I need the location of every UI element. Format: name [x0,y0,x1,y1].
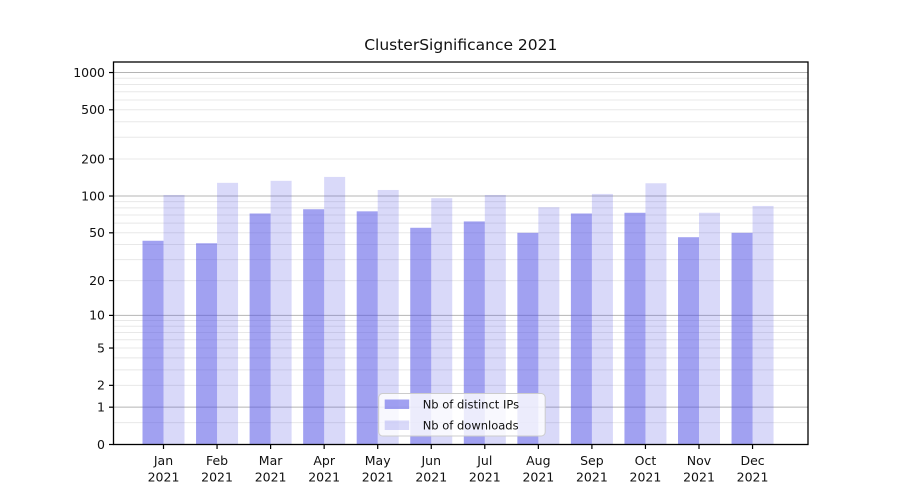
legend: Nb of distinct IPs Nb of downloads [378,393,546,437]
y-tick-label: 500 [81,102,105,117]
legend-label-0: Nb of distinct IPs [423,397,519,411]
x-tick-label-year: 2021 [255,470,287,485]
x-tick-label-month: Jun [420,453,441,468]
x-tick-label-month: May [365,453,391,468]
chart-title: ClusterSignificance 2021 [364,36,557,54]
y-tick-label: 20 [89,273,105,288]
x-tick-label-year: 2021 [362,470,394,485]
x-tick-label-month: Jul [476,453,492,468]
x-tick-label-month: Sep [580,453,604,468]
bars [142,176,774,445]
x-tick-label-year: 2021 [630,470,662,485]
x-tick-label-month: Aug [526,453,550,468]
bar-ips-feb [196,243,218,445]
bar-ips-apr [303,209,325,445]
bar-downloads-jan [163,194,185,445]
bar-downloads-feb [217,182,239,445]
bar-downloads-nov [699,212,720,445]
x-tick-label-year: 2021 [201,470,233,485]
legend-swatch-1 [384,420,410,430]
bar-ips-aug [517,232,539,445]
x-tick-label-month: Jan [153,453,173,468]
bar-ips-dec [731,232,753,445]
bar-downloads-apr [324,176,346,445]
bar-downloads-oct [645,183,667,445]
y-tick-label: 1 [97,399,105,414]
y-grid-minor [113,77,808,424]
x-tick-label-year: 2021 [148,470,180,485]
legend-swatch-0 [384,399,410,409]
y-tick-label: 5 [97,340,105,355]
bar-ips-may [356,211,378,445]
x-tick-label-month: Apr [313,453,335,468]
legend-label-1: Nb of downloads [423,418,519,432]
bar-downloads-jul [484,194,506,445]
y-tick-label: 0 [97,437,105,452]
x-tick-label-month: Feb [206,453,228,468]
plot-border [112,61,809,446]
x-tick-label-year: 2021 [308,470,340,485]
y-tick-label: 10 [89,308,105,323]
y-tick-label: 2 [97,378,105,393]
x-tick-label-year: 2021 [415,470,447,485]
bar-ips-oct [624,212,646,445]
bar-ips-jun [410,227,432,445]
bar-downloads-may [377,189,399,445]
x-axis: Jan 2021 Feb 2021 Mar 2021 Apr 2021 May 2021 Jun 20… [148,444,769,485]
bar-downloads-mar [270,180,292,445]
legend-box [378,393,546,437]
x-tick-label-month: Nov [687,453,712,468]
y-tick-label: 200 [81,151,105,166]
y-tick-label: 100 [81,188,105,203]
y-axis: 0 1 2 5 10 20 50 100 200 500 1000 [73,65,114,452]
x-tick-label-month: Mar [259,453,283,468]
bar-ips-nov [678,237,699,445]
x-tick-label-month: Dec [740,453,764,468]
bar-downloads-sep [591,193,613,445]
bar-ips-mar [249,213,271,445]
x-tick-label-month: Oct [635,453,657,468]
bar-downloads-dec [752,205,774,445]
y-tick-label: 50 [89,225,105,240]
x-tick-label-year: 2021 [737,470,769,485]
x-tick-label-year: 2021 [576,470,608,485]
x-tick-label-year: 2021 [522,470,554,485]
bar-downloads-jun [431,198,453,445]
bar-downloads-aug [538,207,560,445]
y-tick-label: 1000 [73,65,105,80]
bar-ips-jan [142,240,164,445]
bar-ips-sep [570,213,592,445]
bar-ips-jul [463,221,485,445]
x-tick-label-year: 2021 [469,470,501,485]
x-tick-label-year: 2021 [683,470,715,485]
